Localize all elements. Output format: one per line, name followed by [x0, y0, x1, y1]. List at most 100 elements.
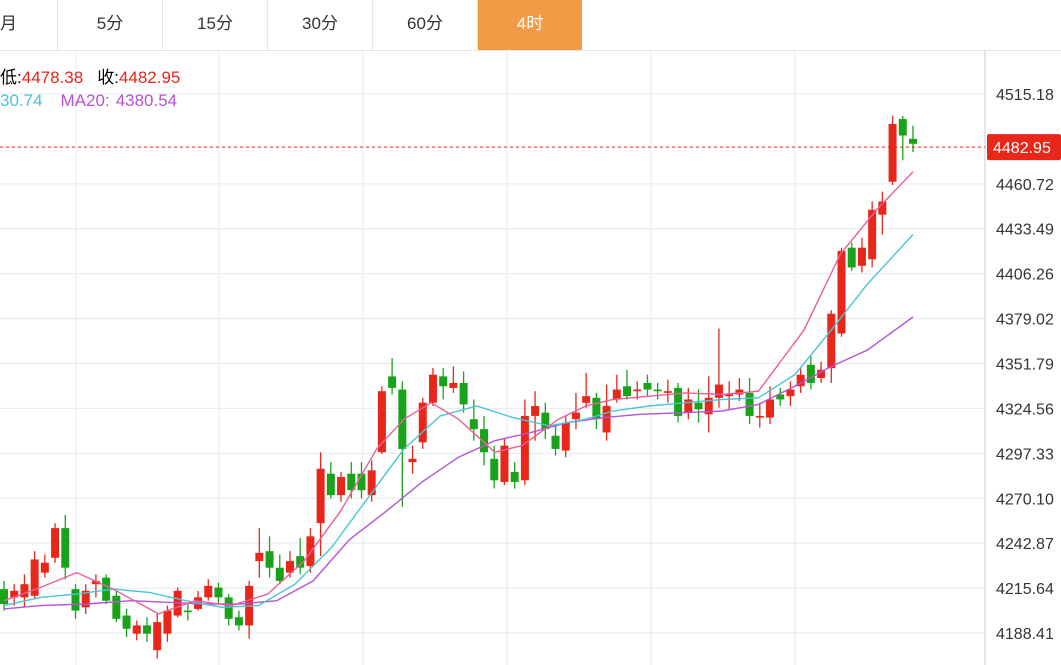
- candle-body-down: [623, 386, 632, 397]
- candle-body-up: [582, 396, 591, 403]
- candle-body-down: [551, 435, 560, 449]
- candle-body-up: [316, 468, 325, 524]
- candle-body-down: [592, 397, 601, 420]
- tab-month[interactable]: 月: [0, 0, 58, 50]
- close-value: 4482.95: [118, 68, 181, 87]
- low-label: 低:: [0, 68, 22, 87]
- candle-body-up: [163, 610, 172, 634]
- candle-body-down: [469, 419, 478, 430]
- candle-body-up: [888, 123, 897, 182]
- y-axis-tick-label: 4379.02: [996, 312, 1054, 329]
- period-tabs: 月 5分 15分 30分 60分 4时: [0, 0, 1061, 51]
- candle-body-down: [61, 528, 70, 568]
- candle-body-up: [337, 476, 346, 496]
- candle-body-down: [102, 577, 111, 601]
- y-axis-tick-label: 4270.10: [996, 491, 1054, 508]
- ma20-label: MA20:: [60, 91, 110, 110]
- candle-body-down: [265, 551, 274, 568]
- candle-body-down: [326, 473, 335, 496]
- candle-body-down: [224, 597, 233, 619]
- tab-60min[interactable]: 60分: [373, 0, 478, 50]
- candle-body-up: [531, 406, 540, 416]
- candle-body-up: [633, 389, 642, 392]
- candle-body-up: [20, 584, 29, 598]
- candle-body-up: [684, 399, 693, 413]
- candle-body-down: [541, 412, 550, 430]
- tab-4hour[interactable]: 4时: [478, 0, 582, 50]
- candle-body-up: [755, 415, 764, 418]
- low-value: 4478.38: [21, 68, 84, 87]
- candle-body-down: [71, 589, 80, 611]
- ma5-line: [3, 171, 914, 615]
- candle-body-down: [275, 567, 284, 581]
- candle-body-up: [51, 528, 60, 558]
- candle-body-up: [91, 580, 100, 585]
- candle-body-up: [10, 590, 19, 598]
- y-axis-tick-label: 4351.79: [996, 357, 1054, 374]
- candle-body-down: [909, 138, 917, 144]
- candle-body-down: [490, 458, 499, 481]
- candle-body-up: [878, 201, 887, 215]
- candle-body-down: [847, 247, 856, 268]
- candle-body-down: [183, 610, 192, 613]
- candle-body-up: [449, 382, 458, 388]
- candle-body-up: [367, 470, 376, 496]
- candle-body-down: [214, 587, 223, 598]
- candle-body-up: [285, 561, 294, 573]
- candle-body-up: [827, 313, 836, 369]
- y-axis-tick-label: 4460.72: [996, 177, 1054, 194]
- candle-body-up: [520, 415, 529, 481]
- candle-body-down: [480, 429, 489, 453]
- ma20-value: 4380.54: [115, 91, 178, 110]
- candle-body-down: [694, 402, 703, 410]
- candle-body-up: [132, 625, 141, 634]
- candle-body-up: [377, 391, 386, 453]
- tab-30min[interactable]: 30分: [268, 0, 373, 50]
- candle-body-down: [459, 382, 468, 405]
- close-label: 收:: [97, 68, 119, 87]
- ma10-line: [3, 234, 914, 609]
- candle-body-up: [428, 374, 437, 403]
- candle-body-up: [837, 250, 846, 334]
- candle-body-up: [857, 247, 866, 266]
- candle-body-up: [561, 422, 570, 451]
- candle-body-up: [786, 389, 795, 397]
- candle-body-down: [898, 119, 907, 136]
- ma-readout: 30.74 MA20: 4380.54: [0, 91, 183, 111]
- candle-body-up: [153, 622, 162, 651]
- candle-body-up: [418, 402, 427, 443]
- candle-body-down: [776, 394, 785, 400]
- candle-body-up: [766, 399, 775, 418]
- tab-5min[interactable]: 5分: [58, 0, 163, 50]
- candle-body-up: [725, 394, 734, 397]
- candle-body-up: [796, 374, 805, 387]
- y-axis-tick-label: 4515.18: [996, 87, 1054, 104]
- current-price-label: 4482.95: [993, 140, 1051, 157]
- candle-body-up: [714, 384, 723, 398]
- current-price-tag: [987, 134, 1061, 161]
- candle-body-down: [806, 364, 815, 383]
- candle-body-up: [204, 585, 213, 598]
- candle-body-up: [500, 445, 509, 482]
- candle-body-down: [234, 617, 243, 626]
- candle-body-up: [408, 458, 417, 463]
- candle-body-up: [817, 369, 826, 379]
- y-axis-tick-label: 4324.56: [996, 401, 1054, 418]
- candle-body-down: [122, 615, 131, 629]
- candle-body-down: [510, 472, 519, 482]
- candle-body-down: [347, 473, 356, 491]
- candle-body-down: [398, 389, 407, 449]
- candle-body-up: [30, 559, 39, 596]
- y-axis-tick-label: 4433.49: [996, 222, 1054, 239]
- tab-15min[interactable]: 15分: [163, 0, 268, 50]
- candle-body-down: [674, 387, 683, 416]
- candle-body-up: [704, 397, 713, 415]
- candle-body-down: [745, 392, 754, 416]
- candle-body-up: [602, 406, 611, 433]
- candle-body-up: [571, 412, 580, 420]
- candle-body-up: [40, 562, 49, 573]
- ohlc-readout: 低:4478.38 收:4482.95: [0, 63, 186, 88]
- y-axis-tick-label: 4215.64: [996, 581, 1054, 598]
- ma10-value: 30.74: [0, 91, 43, 110]
